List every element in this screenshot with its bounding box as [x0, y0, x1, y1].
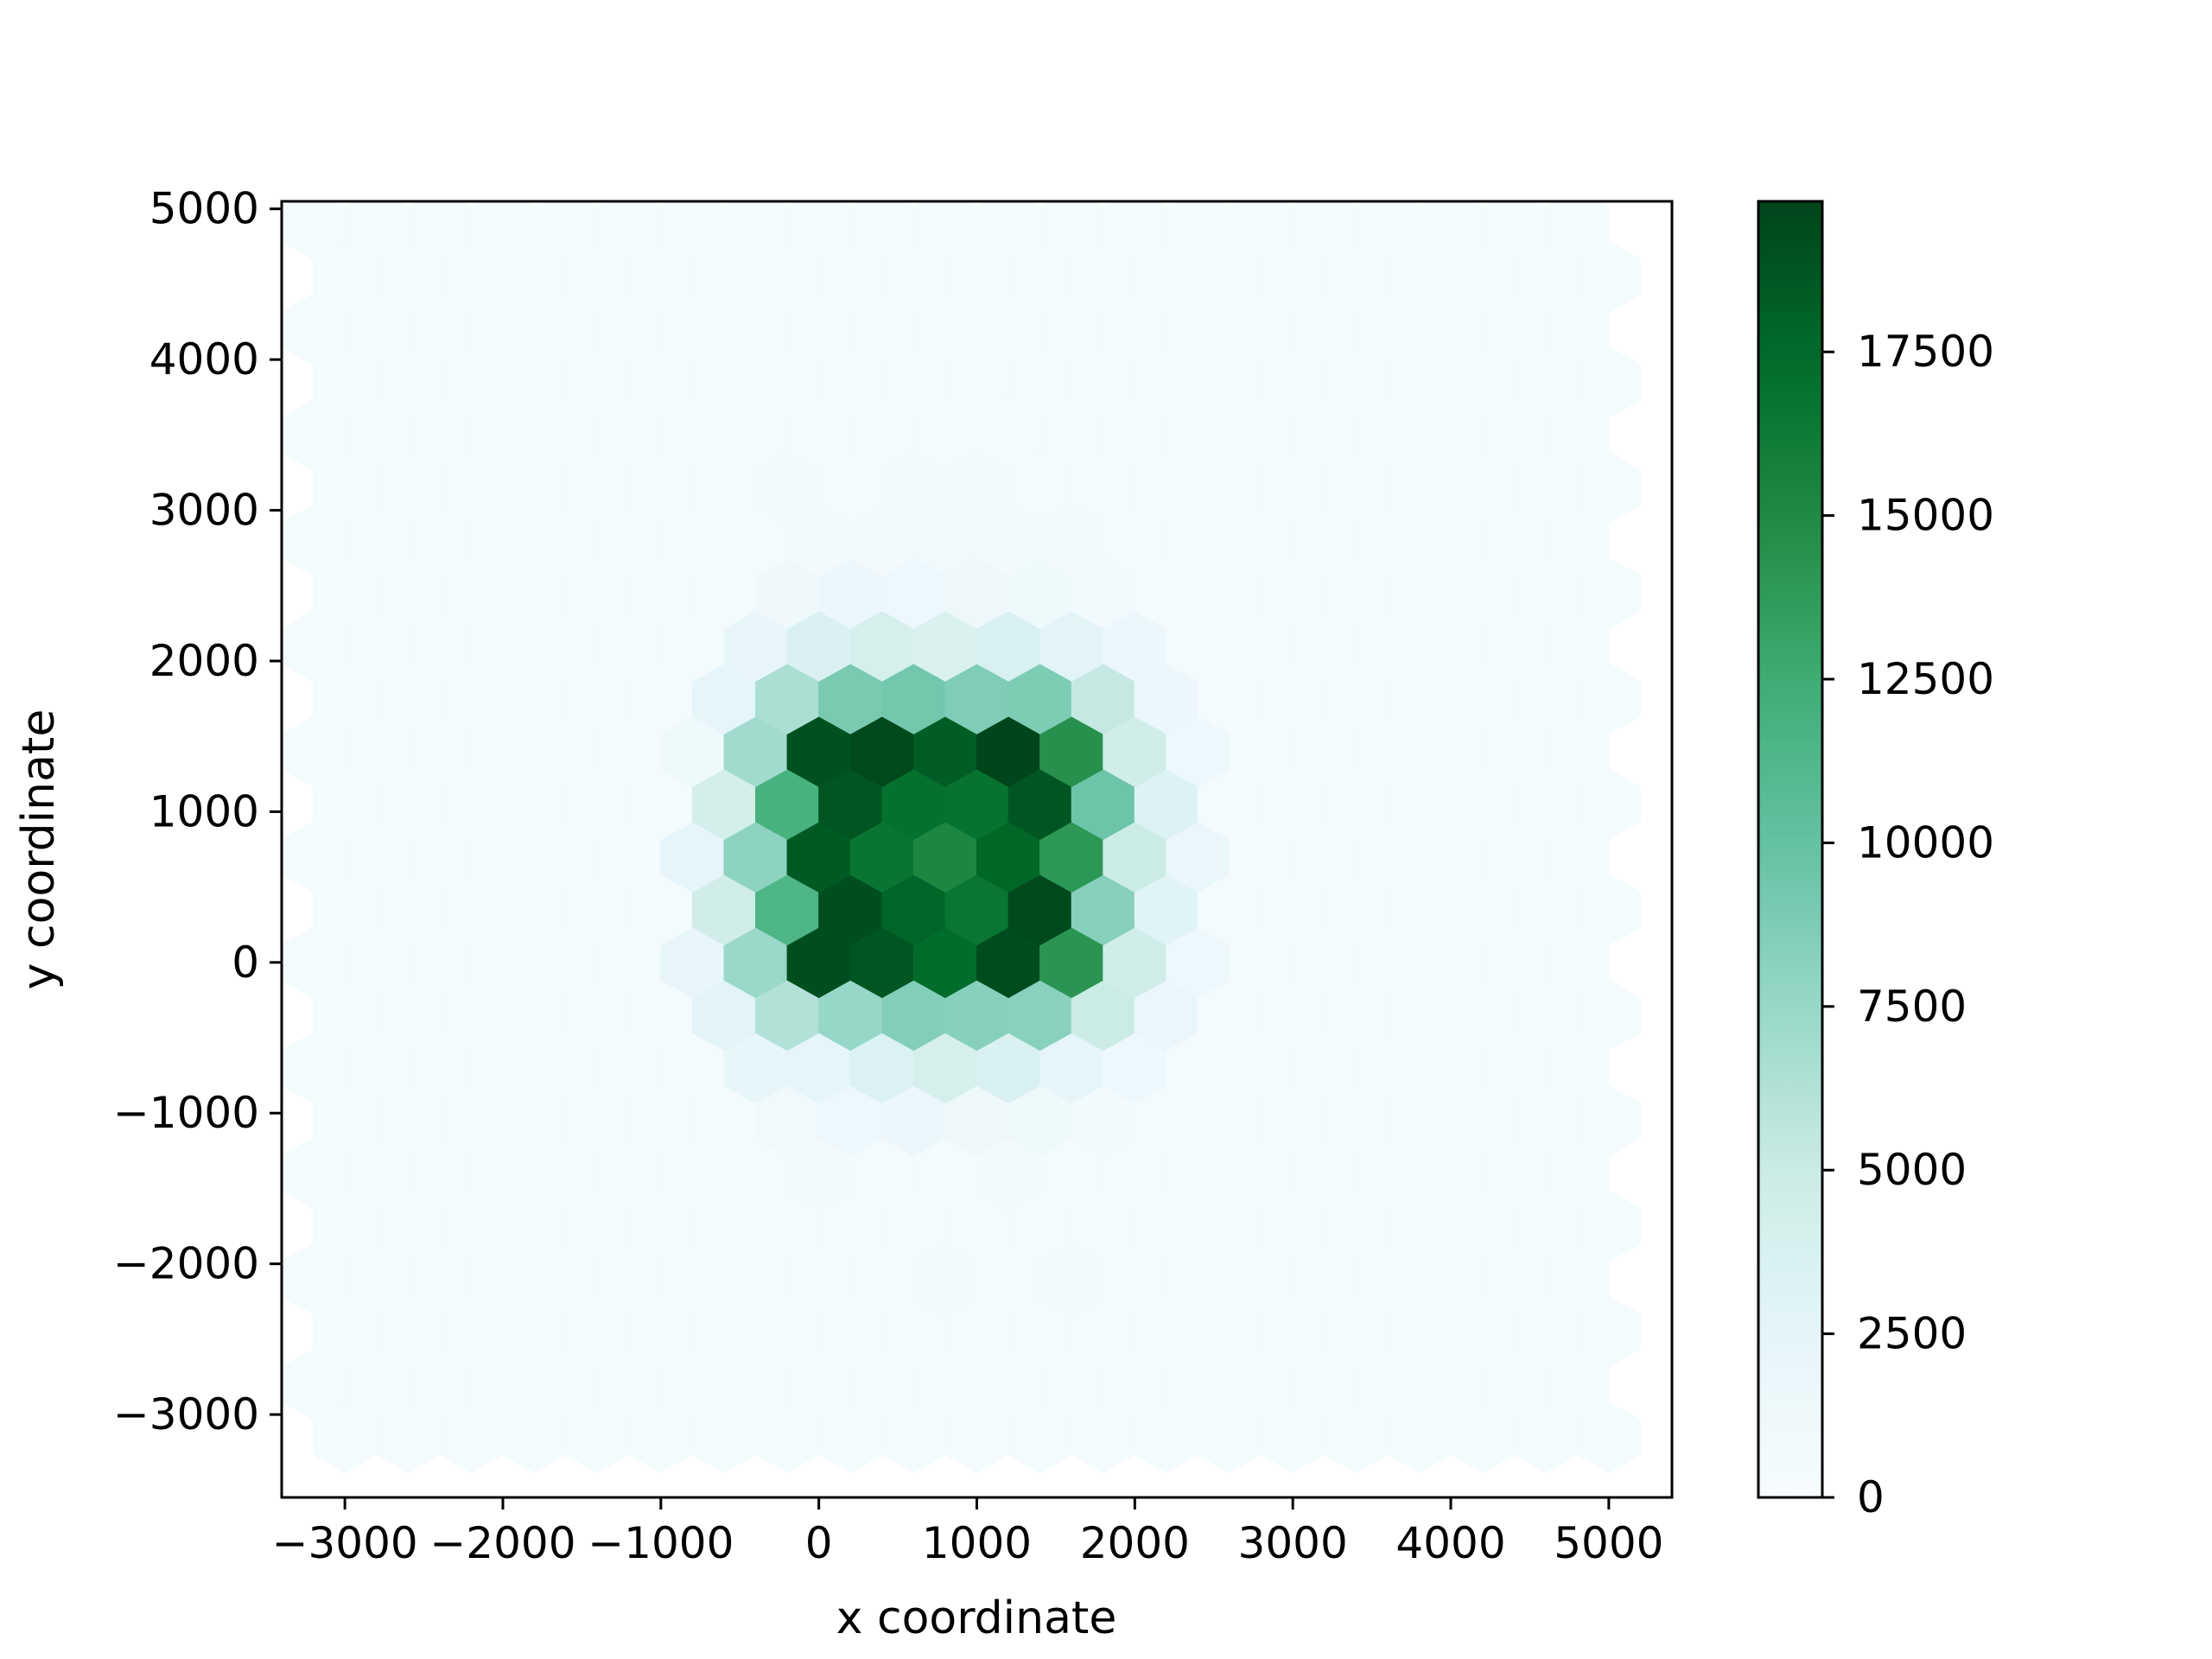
x-axis-label: x coordinate [836, 1592, 1117, 1644]
colorbar-tick-label: 7500 [1857, 982, 1967, 1032]
y-tick-label: 0 [232, 938, 259, 988]
x-tick-label: 4000 [1395, 1518, 1505, 1568]
x-tick-label: −1000 [588, 1518, 734, 1568]
x-tick-label: −3000 [272, 1518, 418, 1568]
colorbar-tick-label: 12500 [1857, 654, 1994, 704]
colorbar-tick-label: 2500 [1857, 1309, 1967, 1359]
y-tick-label: 1000 [149, 786, 259, 836]
y-tick-label: 4000 [149, 334, 259, 385]
y-tick-label: −3000 [113, 1389, 259, 1440]
hexbin-layer [282, 201, 1641, 1473]
x-tick-label: 2000 [1080, 1518, 1190, 1568]
y-tick-label: 3000 [149, 486, 259, 536]
colorbar [1758, 201, 1822, 1497]
y-tick-label: −1000 [113, 1088, 259, 1138]
colorbar-tick-label: 10000 [1857, 817, 1994, 868]
colorbar-tick-label: 5000 [1857, 1145, 1967, 1195]
x-tick-label: 1000 [922, 1518, 1032, 1568]
x-tick-label: 0 [805, 1518, 833, 1568]
x-axis: −3000 −2000 −1000 0 1000 2000 3000 4000 5000 [272, 1497, 1663, 1568]
y-axis-label: y coordinate [13, 709, 65, 990]
x-tick-label: −2000 [429, 1518, 575, 1568]
y-axis: −3000 −2000 −1000 0 1000 2000 3000 4000 5000 [113, 184, 282, 1440]
x-tick-label: 3000 [1238, 1518, 1348, 1568]
y-tick-label: −2000 [113, 1239, 259, 1289]
y-tick-label: 2000 [149, 636, 259, 686]
y-tick-label: 5000 [149, 184, 259, 234]
colorbar-frame [1757, 200, 1824, 1499]
colorbar-tick-label: 15000 [1857, 491, 1994, 541]
hex-bin [1545, 201, 1610, 260]
colorbar-tick-label: 17500 [1857, 327, 1994, 377]
x-tick-label: 5000 [1554, 1518, 1663, 1568]
colorbar-tick-label: 0 [1857, 1472, 1885, 1522]
colorbar-axis: 0 2500 5000 7500 10000 12500 15000 17500 [1822, 327, 1994, 1522]
